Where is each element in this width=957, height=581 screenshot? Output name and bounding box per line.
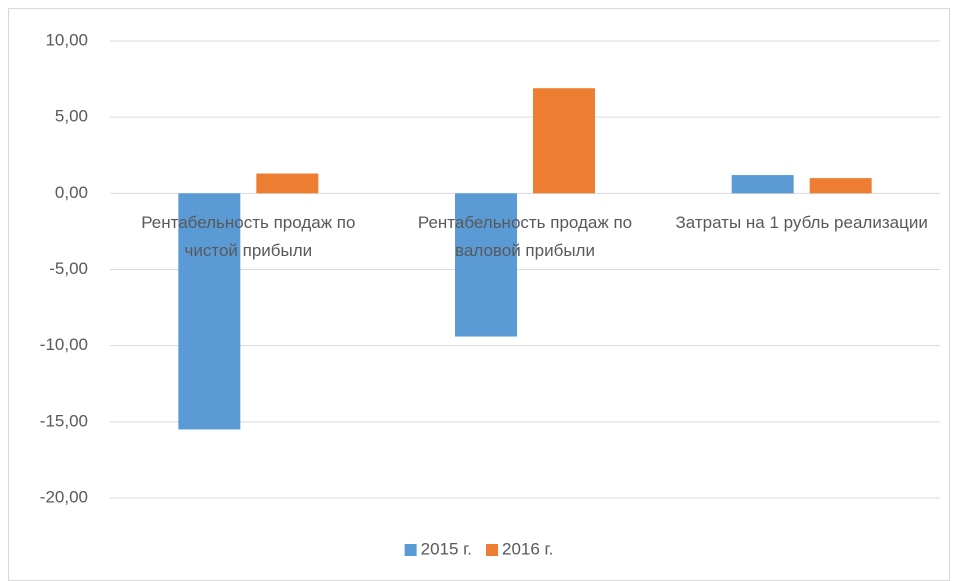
bar [455,193,517,337]
legend-item: 2015 г. [404,539,472,558]
y-tick-label: 0,00 [55,183,88,202]
x-tick-label: Рентабельность продаж по валовой прибыли [417,213,633,261]
legend-label: 2015 г. [421,539,472,558]
legend-swatch [404,544,417,556]
y-tick-label: -10,00 [40,335,88,354]
y-tick-label: -20,00 [40,487,88,506]
x-tick-label-box: Рентабельность продаж по чистой прибыли [141,213,356,261]
x-tick-label-box: Затраты на 1 рубль реализации [675,213,928,233]
bar [731,175,794,194]
x-tick-label: Рентабельность продаж по чистой прибыли [141,213,356,261]
x-tick-label-box: Рентабельность продаж по валовой прибыли [417,213,633,261]
bar [809,178,872,194]
x-tick-label: Затраты на 1 рубль реализации [675,213,928,233]
legend-label: 2016 г. [502,539,553,558]
y-tick-label: 10,00 [45,30,88,49]
y-tick-label: -5,00 [49,259,88,278]
bar [533,88,595,194]
legend-item: 2016 г. [486,539,553,558]
bar [178,193,241,430]
legend-swatch [486,544,498,556]
y-tick-label: -15,00 [40,411,88,430]
bar [256,173,319,194]
y-tick-label: 5,00 [55,107,88,126]
